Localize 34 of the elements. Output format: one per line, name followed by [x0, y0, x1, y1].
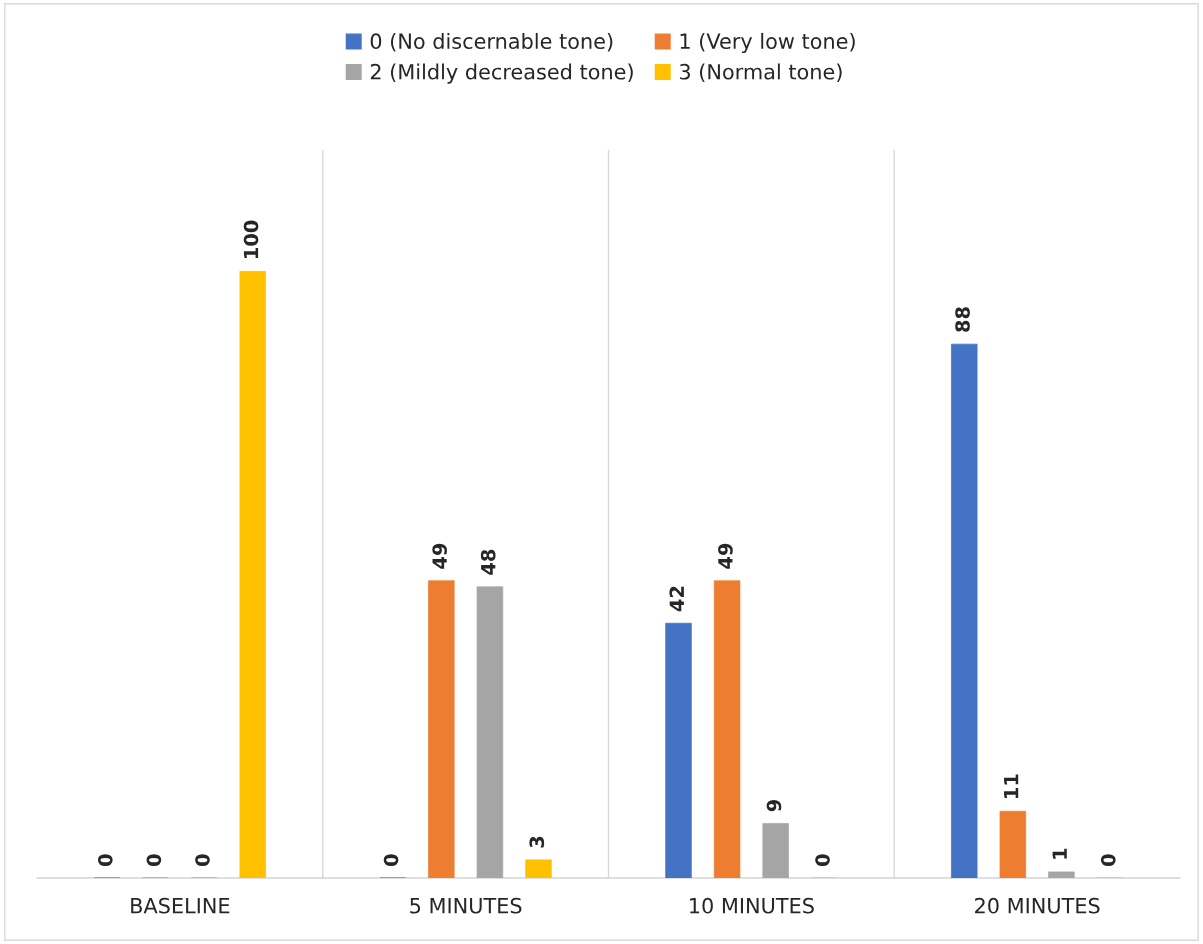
- bar: [525, 859, 552, 878]
- bar: [713, 580, 741, 878]
- legend-label: 0 (No discernable tone): [370, 32, 613, 52]
- legend-label: 3 (Normal tone): [679, 63, 842, 83]
- data-label: 0: [195, 854, 210, 866]
- bar: [951, 343, 978, 878]
- data-label: 48: [480, 549, 496, 575]
- data-label: 49: [432, 543, 447, 569]
- bar: [1048, 871, 1075, 878]
- bar: [762, 823, 789, 878]
- bar: [999, 810, 1027, 878]
- x-tick-label: 20 MINUTES: [975, 897, 1100, 914]
- data-label: 100: [243, 220, 259, 259]
- data-label: 0: [97, 854, 113, 866]
- data-label: 0: [815, 854, 830, 866]
- x-tick-label: BASELINE: [131, 897, 230, 914]
- data-label: 11: [1004, 774, 1019, 798]
- data-label: 42: [669, 586, 684, 612]
- data-label: 0: [146, 854, 162, 866]
- bar: [239, 270, 266, 878]
- data-label: 3: [529, 836, 545, 848]
- data-label: 1: [1052, 848, 1067, 859]
- data-label: 0: [1100, 854, 1116, 866]
- data-label: 88: [955, 307, 970, 332]
- x-tick-label: 5 MINUTES: [410, 897, 522, 914]
- bar: [428, 580, 455, 878]
- legend-label: 2 (Mildly decreased tone): [370, 63, 633, 84]
- bar: [476, 586, 504, 878]
- data-label: 0: [383, 854, 399, 866]
- x-tick-label: 10 MINUTES: [690, 897, 814, 914]
- legend-label: 1 (Very low tone): [680, 32, 855, 54]
- bar: [665, 622, 692, 878]
- data-label: 9: [766, 800, 782, 812]
- data-label: 49: [718, 543, 733, 569]
